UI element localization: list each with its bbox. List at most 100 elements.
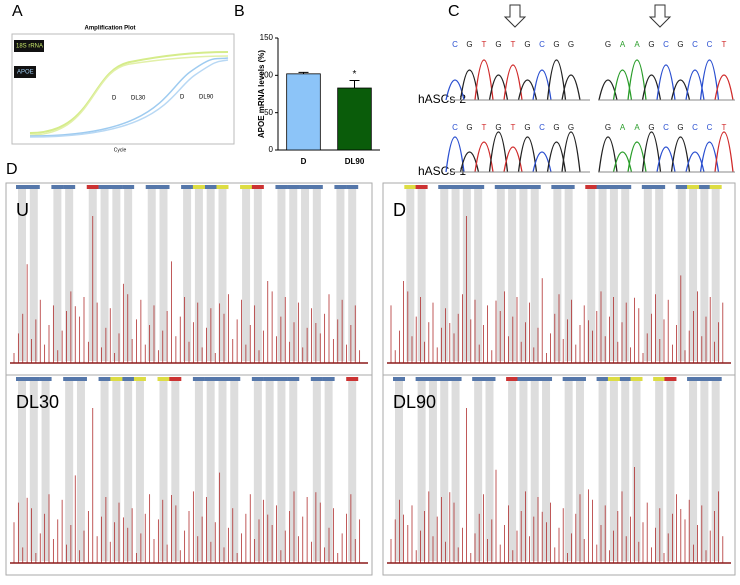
trace-peak (532, 151, 552, 173)
trace-band (451, 189, 460, 361)
trace-band (474, 189, 483, 361)
trace-peak (517, 79, 538, 101)
base-letter: T (511, 123, 516, 132)
trace-tag (63, 185, 76, 189)
trace-tag (157, 185, 170, 189)
trace-band (530, 189, 539, 361)
trace-peak (445, 136, 465, 173)
trace-tag (251, 377, 264, 381)
trace-tag (528, 377, 541, 381)
amplification-curve (29, 51, 229, 134)
trace-band (206, 189, 215, 361)
trace-tag (449, 185, 462, 189)
panel-label: D (6, 161, 18, 178)
trace-band (508, 381, 517, 561)
trace-peak (561, 131, 581, 173)
subpanel-label: DL30 (16, 392, 59, 412)
trace-band (29, 189, 38, 361)
trace-band (530, 381, 539, 561)
base-letter: T (722, 123, 727, 132)
trace-tag (74, 377, 87, 381)
trace-band (508, 189, 517, 361)
arrow (648, 4, 672, 28)
row-label: hASCs-2 (418, 92, 466, 106)
base-letter: C (707, 40, 713, 49)
trace-band (666, 381, 675, 561)
trace-tag (426, 377, 439, 381)
base-letter: T (482, 123, 487, 132)
base-letter: G (553, 123, 559, 132)
trace-band (135, 381, 144, 561)
trace-tag (596, 377, 609, 381)
trace-tag (607, 377, 620, 381)
trace-tag (122, 377, 135, 381)
error-bar (298, 71, 309, 74)
trace-tag (204, 377, 217, 381)
trace-peak (503, 64, 523, 101)
trace-tag (393, 377, 405, 381)
trace-peak (598, 79, 618, 101)
trace-band (395, 381, 403, 561)
base-letter: C (452, 40, 458, 49)
trace-tag (346, 185, 359, 189)
trace-band (564, 189, 573, 361)
trace-band (575, 381, 584, 561)
trace-tag (63, 377, 76, 381)
base-letter: A (620, 123, 626, 132)
trace-band (324, 381, 333, 561)
trace-band (183, 189, 192, 361)
trace-band (194, 381, 203, 561)
trace-tag (687, 377, 700, 381)
trace-band (18, 381, 26, 561)
trace-peak (459, 151, 480, 173)
trace-peak (714, 131, 734, 173)
trace-tag (506, 185, 519, 189)
trace-band (206, 381, 215, 561)
trace-tag (438, 377, 451, 381)
trace-band (159, 189, 168, 361)
trace-tag (709, 185, 722, 189)
trace-tag (181, 185, 194, 189)
trace-tag (517, 377, 530, 381)
trace-band (496, 189, 505, 361)
curve-label: D (112, 96, 117, 102)
trace-band (289, 189, 298, 361)
trace-band (65, 381, 74, 561)
trace-band (598, 189, 607, 361)
trace-tag (98, 185, 111, 189)
trace-tag (472, 377, 485, 381)
trace-band (519, 189, 528, 361)
trace-tag (39, 377, 52, 381)
trace-band (519, 381, 528, 561)
trace-peak (699, 59, 720, 101)
trace-tag (16, 377, 28, 381)
trace-tag (192, 185, 205, 189)
trace-tag (240, 185, 253, 189)
trace-band (147, 189, 156, 361)
base-letter: C (692, 123, 698, 132)
trace-band (194, 189, 203, 361)
trace-peak (598, 136, 618, 173)
trace-band (29, 381, 38, 561)
base-letter: G (466, 40, 472, 49)
trace-tag (506, 377, 519, 381)
trace-peak (641, 131, 662, 173)
trace-tag (157, 377, 170, 381)
trace-band (100, 381, 109, 561)
trace-tag (275, 185, 288, 189)
curve-label: DL30 (131, 96, 146, 102)
legend-entry: 18S rRNA (16, 44, 43, 50)
trace-peak (612, 151, 633, 173)
trace-tag (27, 377, 40, 381)
trace-tag (607, 185, 620, 189)
trace-tag (192, 377, 205, 381)
base-letter: G (605, 123, 611, 132)
trace-band (428, 381, 437, 561)
trace-tag (438, 185, 451, 189)
trace-band (440, 381, 449, 561)
trace-band (277, 189, 286, 361)
trace-band (406, 189, 415, 361)
trace-tag (404, 185, 417, 189)
trace-tag (653, 377, 666, 381)
trace-tag (540, 377, 553, 381)
